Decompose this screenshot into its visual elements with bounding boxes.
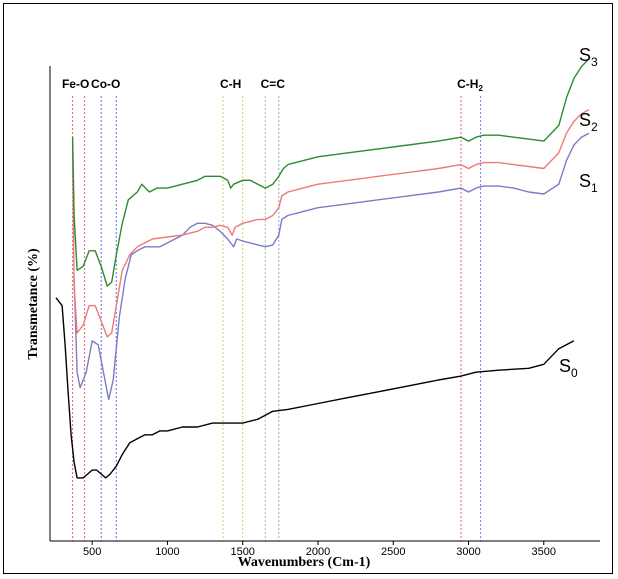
series-layer [55,58,590,479]
band-label: C=C [261,77,286,91]
series-line-s0 [55,297,575,479]
series-label-s0: S0 [559,356,578,380]
x-tick-label: 3500 [532,546,556,558]
x-tick-label: 3000 [456,546,480,558]
x-tick-label: 1500 [230,546,254,558]
x-tick-layer: 500 1000 1500 2000 2500 3000 3500 [83,541,556,558]
y-axis-title: Transmetance (%) [26,248,41,360]
band-marker-layer [72,96,482,541]
band-label: C-H [220,77,241,91]
band-label: Fe-O [62,77,89,91]
series-label-s1: S1 [579,171,598,195]
x-tick-label: 1000 [155,546,179,558]
x-tick-label: 2000 [306,546,330,558]
chart-frame: 500 1000 1500 2000 2500 3000 3500 Fe-O Co-O C-H C… [3,3,613,574]
series-line-s2 [71,109,590,338]
axes-layer [49,66,600,542]
band-label: C-H2 [457,77,483,93]
ftir-chart: 500 1000 1500 2000 2500 3000 3500 Fe-O Co-O C-H C… [26,45,600,570]
x-tick-label: 500 [83,546,101,558]
x-axis-title: Wavenumbers (Cm-1) [238,555,371,570]
x-tick-label: 2500 [381,546,405,558]
series-line-s1 [73,132,590,401]
series-line-s3 [71,58,590,287]
series-label-s2: S2 [579,110,598,134]
band-label: Co-O [91,77,120,91]
